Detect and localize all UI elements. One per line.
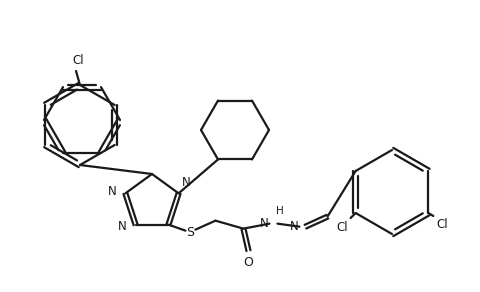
Text: O: O [243, 256, 253, 269]
Text: N: N [260, 217, 268, 230]
Text: H: H [276, 206, 284, 216]
Text: Cl: Cl [336, 221, 348, 234]
Text: Cl: Cl [436, 218, 448, 231]
Text: S: S [186, 226, 194, 239]
Text: N: N [290, 220, 299, 233]
Text: N: N [181, 176, 191, 189]
Text: N: N [118, 220, 127, 233]
Text: Cl: Cl [72, 54, 84, 67]
Text: N: N [108, 185, 116, 198]
